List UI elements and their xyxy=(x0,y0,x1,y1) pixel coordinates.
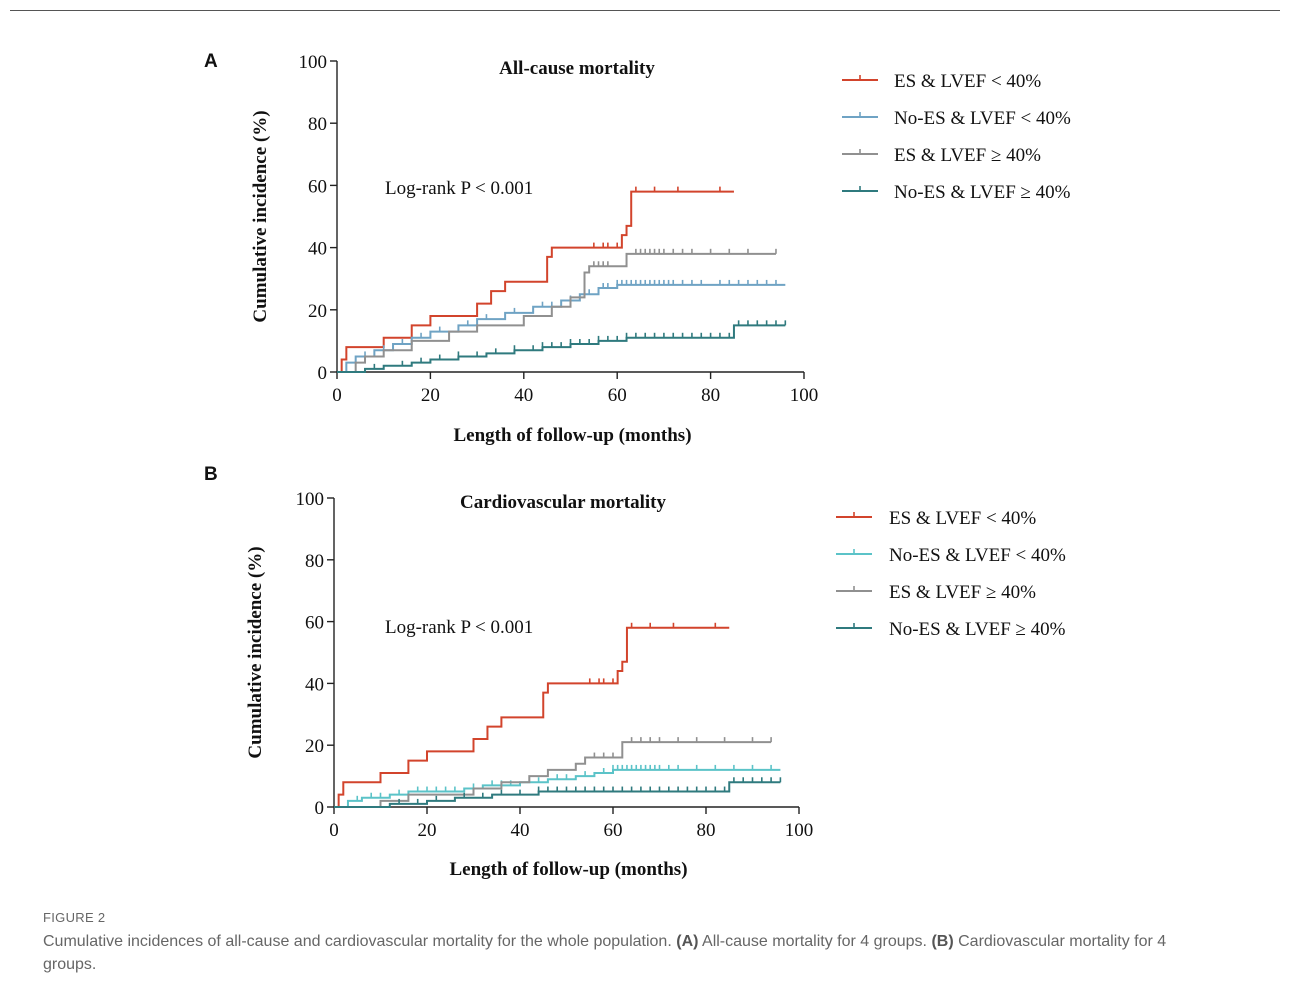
legend-entry: ES & LVEF < 40% xyxy=(836,508,1036,529)
series-4 xyxy=(337,320,787,373)
x-axis-label: Length of follow-up (months) xyxy=(453,425,691,446)
series-1 xyxy=(334,622,730,808)
y-tick-label: 60 xyxy=(308,176,327,197)
series-line xyxy=(337,324,786,373)
series-line xyxy=(334,741,772,808)
series-line xyxy=(337,252,776,373)
series-3 xyxy=(337,248,777,373)
x-tick-label: 100 xyxy=(785,820,814,841)
series-line xyxy=(337,283,786,373)
series-line xyxy=(337,190,734,373)
y-tick-label: 60 xyxy=(305,613,324,634)
log-rank-annotation: Log-rank P < 0.001 xyxy=(385,178,533,199)
panel-a: A All-cause mortality 0 20 40 60 80 100 0 20 40 60 8… xyxy=(204,51,1071,446)
y-tick-label: 0 xyxy=(318,363,328,384)
legend-entry: No-ES & LVEF < 40% xyxy=(842,108,1071,129)
caption-b-label: (B) xyxy=(931,933,954,950)
x-tick-label: 40 xyxy=(514,385,533,406)
series-line xyxy=(334,626,730,808)
x-axis-label: Length of follow-up (months) xyxy=(449,859,687,880)
legend-label: No-ES & LVEF ≥ 40% xyxy=(889,619,1066,640)
y-axis-label: Cumulative incidence (%) xyxy=(250,110,271,322)
series-2 xyxy=(337,279,786,373)
y-tick-label: 80 xyxy=(305,551,324,572)
panel-label: B xyxy=(204,464,218,485)
x-tick-label: 60 xyxy=(604,820,623,841)
y-tick-label: 0 xyxy=(315,798,325,819)
caption-a-text: All-cause mortality for 4 groups. xyxy=(702,933,927,950)
legend-entry: No-ES & LVEF ≥ 40% xyxy=(842,182,1071,203)
y-axis-label: Cumulative incidence (%) xyxy=(245,546,266,758)
figure-svg: A All-cause mortality 0 20 40 60 80 100 0 20 40 60 8… xyxy=(204,51,1071,880)
series-2 xyxy=(334,764,781,808)
legend-label: ES & LVEF ≥ 40% xyxy=(889,582,1036,603)
legend-label: ES & LVEF < 40% xyxy=(894,71,1041,92)
y-tick-label: 100 xyxy=(299,52,328,73)
chart-title: All-cause mortality xyxy=(499,58,655,79)
x-tick-label: 60 xyxy=(608,385,627,406)
x-tick-label: 20 xyxy=(418,820,437,841)
x-tick-label: 20 xyxy=(421,385,440,406)
caption-b-text: Cardiovascular mortality for 4 groups. xyxy=(43,933,1167,973)
panel-b: B Cardiovascular mortality 0 20 40 60 80 100 0 20… xyxy=(204,464,1066,880)
y-tick-label: 20 xyxy=(308,301,327,322)
series-line xyxy=(334,768,781,808)
legend-label: ES & LVEF ≥ 40% xyxy=(894,145,1041,166)
x-tick-label: 100 xyxy=(790,385,819,406)
legend-label: No-ES & LVEF < 40% xyxy=(894,108,1071,129)
chart-title: Cardiovascular mortality xyxy=(460,492,666,513)
y-tick-label: 40 xyxy=(305,674,324,695)
legend-entry: ES & LVEF ≥ 40% xyxy=(836,582,1036,603)
y-tick-label: 20 xyxy=(305,736,324,757)
legend-entry: ES & LVEF < 40% xyxy=(842,71,1041,92)
y-tick-label: 80 xyxy=(308,114,327,135)
legend-label: No-ES & LVEF < 40% xyxy=(889,545,1066,566)
y-tick-label: 40 xyxy=(308,239,327,260)
x-tick-label: 80 xyxy=(697,820,716,841)
figure-caption: Cumulative incidences of all-cause and c… xyxy=(43,930,1223,976)
x-tick-label: 0 xyxy=(329,820,339,841)
panel-label: A xyxy=(204,51,218,72)
caption-a-label: (A) xyxy=(676,933,699,950)
series-4 xyxy=(334,777,782,808)
caption-intro: Cumulative incidences of all-cause and c… xyxy=(43,933,672,950)
x-tick-label: 80 xyxy=(701,385,720,406)
top-rule xyxy=(10,10,1280,11)
x-tick-label: 0 xyxy=(332,385,342,406)
series-3 xyxy=(334,737,772,808)
legend-entry: No-ES & LVEF < 40% xyxy=(836,545,1066,566)
y-tick-label: 100 xyxy=(296,489,325,510)
figure-label: FIGURE 2 xyxy=(43,910,106,925)
legend-label: ES & LVEF < 40% xyxy=(889,508,1036,529)
log-rank-annotation: Log-rank P < 0.001 xyxy=(385,617,533,638)
legend-entry: ES & LVEF ≥ 40% xyxy=(842,145,1041,166)
legend-entry: No-ES & LVEF ≥ 40% xyxy=(836,619,1066,640)
legend-label: No-ES & LVEF ≥ 40% xyxy=(894,182,1071,203)
x-tick-label: 40 xyxy=(511,820,530,841)
series-1 xyxy=(337,186,734,373)
